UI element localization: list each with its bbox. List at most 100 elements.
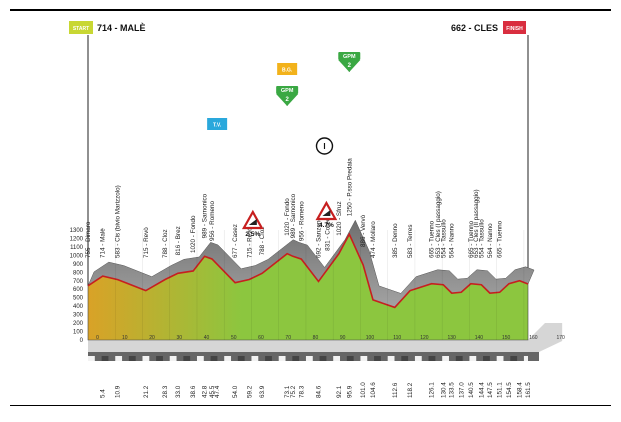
- floor-plane: [88, 323, 563, 352]
- x-tick-label: 170: [556, 335, 565, 341]
- place-label: 665 - Tuenno: [497, 220, 504, 258]
- bonus-badge-label: B.G.: [282, 68, 293, 74]
- ruler-stripe: [333, 356, 341, 361]
- km-label: 73.1: [284, 385, 291, 398]
- gradient-label: 2.5%: [245, 231, 260, 238]
- ruler-stripe: [156, 356, 163, 361]
- ruler-stripe: [442, 356, 449, 361]
- place-label: 385 - Denno: [392, 223, 399, 258]
- ruler-stripe: [142, 356, 150, 361]
- profile-area: [87, 219, 535, 341]
- km-label: 118.2: [407, 382, 414, 398]
- y-tick-label: 800: [73, 270, 84, 276]
- ruler-stripe: [483, 356, 490, 361]
- place-label: 1250 - P.sso Predaia: [346, 158, 353, 216]
- km-label: 28.3: [162, 385, 169, 398]
- ruler-stripe: [88, 356, 95, 361]
- x-tick-label: 70: [285, 335, 291, 341]
- top-rule: [10, 9, 611, 11]
- gradient-label: 4.7%: [319, 222, 334, 229]
- gradient-warning-icon: [315, 200, 338, 221]
- ridge-line: [87, 232, 529, 309]
- ruler-stripe: [292, 356, 300, 361]
- place-label: 715 - Revò: [246, 227, 253, 258]
- km-label: 47.4: [214, 385, 221, 398]
- ruler-stripe: [196, 356, 204, 361]
- place-label: 653 - Cles (I passaggio): [435, 191, 442, 258]
- y-tick-label: 700: [73, 279, 84, 285]
- km-label: 33.0: [175, 385, 182, 398]
- km-label: 54.0: [232, 385, 239, 398]
- ruler-stripe: [251, 356, 259, 361]
- place-label: 816 - Brez: [175, 226, 182, 255]
- x-tick-label: 160: [529, 335, 538, 341]
- km-label: 101.0: [360, 382, 367, 398]
- place-label: 554 - Tassullo: [478, 219, 485, 258]
- ruler-stripe: [387, 356, 395, 361]
- km-label: 5.4: [100, 389, 107, 398]
- km-label: 130.4: [440, 382, 447, 398]
- gpm-badge: [276, 86, 299, 94]
- ruler-stripe: [210, 356, 218, 361]
- base-band: [88, 323, 563, 361]
- y-tick-label: 500: [73, 296, 84, 302]
- place-label: 1020 - Sfruz: [336, 201, 343, 235]
- y-tick-label: 600: [73, 287, 84, 293]
- place-label: 989 - Sarnonico: [202, 193, 209, 238]
- ruler-stripe: [401, 356, 409, 361]
- km-label: 95.9: [346, 385, 353, 398]
- y-tick-label: 200: [73, 321, 84, 327]
- place-label: 583 - Cis (bivio Marizzolo): [115, 185, 122, 258]
- place-label: 788 - Cloz: [162, 229, 169, 258]
- intermediate-label: I: [323, 142, 325, 151]
- place-label: 956 - Romeno: [209, 201, 216, 241]
- y-tick-label: 1100: [70, 245, 84, 251]
- gradient-slope-glyph: [248, 219, 257, 225]
- gpm-flag: [338, 60, 361, 72]
- finish-badge: [503, 21, 526, 34]
- place-label: 1020 - Fondo: [284, 198, 291, 236]
- km-label: 59.2: [246, 385, 253, 398]
- km-label: 84.6: [315, 385, 322, 398]
- ruler-stripe: [128, 356, 136, 361]
- tv-badge: [207, 118, 228, 130]
- gpm-rank: 2: [348, 63, 352, 69]
- km-label: 92.1: [336, 385, 343, 398]
- place-label: 564 - Nanno: [487, 223, 494, 258]
- km-label: 42.8: [202, 385, 209, 398]
- km-label: 38.6: [190, 385, 197, 398]
- km-label: 63.9: [259, 385, 266, 398]
- bottom-rule: [10, 405, 611, 406]
- place-label: 989 - Sarnonico: [290, 193, 297, 238]
- ruler-stripe: [183, 356, 191, 361]
- ruler-stripe: [346, 356, 354, 361]
- ruler-stripe: [237, 356, 245, 361]
- y-tick-label: 1300: [70, 228, 84, 234]
- header: START 714 - MALÈ 662 - CLES FINISH: [69, 21, 526, 34]
- km-label: 112.6: [392, 382, 399, 398]
- place-label: 956 - Romeno: [298, 201, 305, 241]
- km-label: 10.9: [115, 385, 122, 398]
- x-tick-label: 40: [204, 335, 210, 341]
- place-label: 554 - Tassullo: [440, 219, 447, 258]
- y-tick-label: 0: [80, 338, 84, 344]
- gpm-badge: [338, 52, 361, 60]
- km-label: 151.1: [497, 382, 504, 398]
- x-tick-label: 90: [340, 335, 346, 341]
- gpm-label: GPM: [281, 88, 294, 94]
- x-tick-label: 140: [475, 335, 484, 341]
- y-tick-label: 400: [73, 304, 84, 310]
- ruler-stripe: [455, 356, 463, 361]
- place-label: 788 - Cloz: [259, 227, 266, 256]
- start-badge-label: START: [73, 26, 89, 32]
- ruler-stripe: [115, 356, 123, 361]
- y-tick-label: 100: [73, 330, 84, 336]
- start-finish-poles: [87, 35, 529, 286]
- gradient-warning-icon: [241, 209, 264, 230]
- x-axis-ticks: 0 10 20 30 40 50 60 70 80 90 100 110 120 130 140 150 160…: [96, 335, 565, 341]
- y-tick-label: 1200: [70, 236, 84, 242]
- y-tick-label: 900: [73, 262, 84, 268]
- km-label: 104.6: [370, 382, 377, 398]
- place-label: 831 - Coredo: [325, 214, 332, 251]
